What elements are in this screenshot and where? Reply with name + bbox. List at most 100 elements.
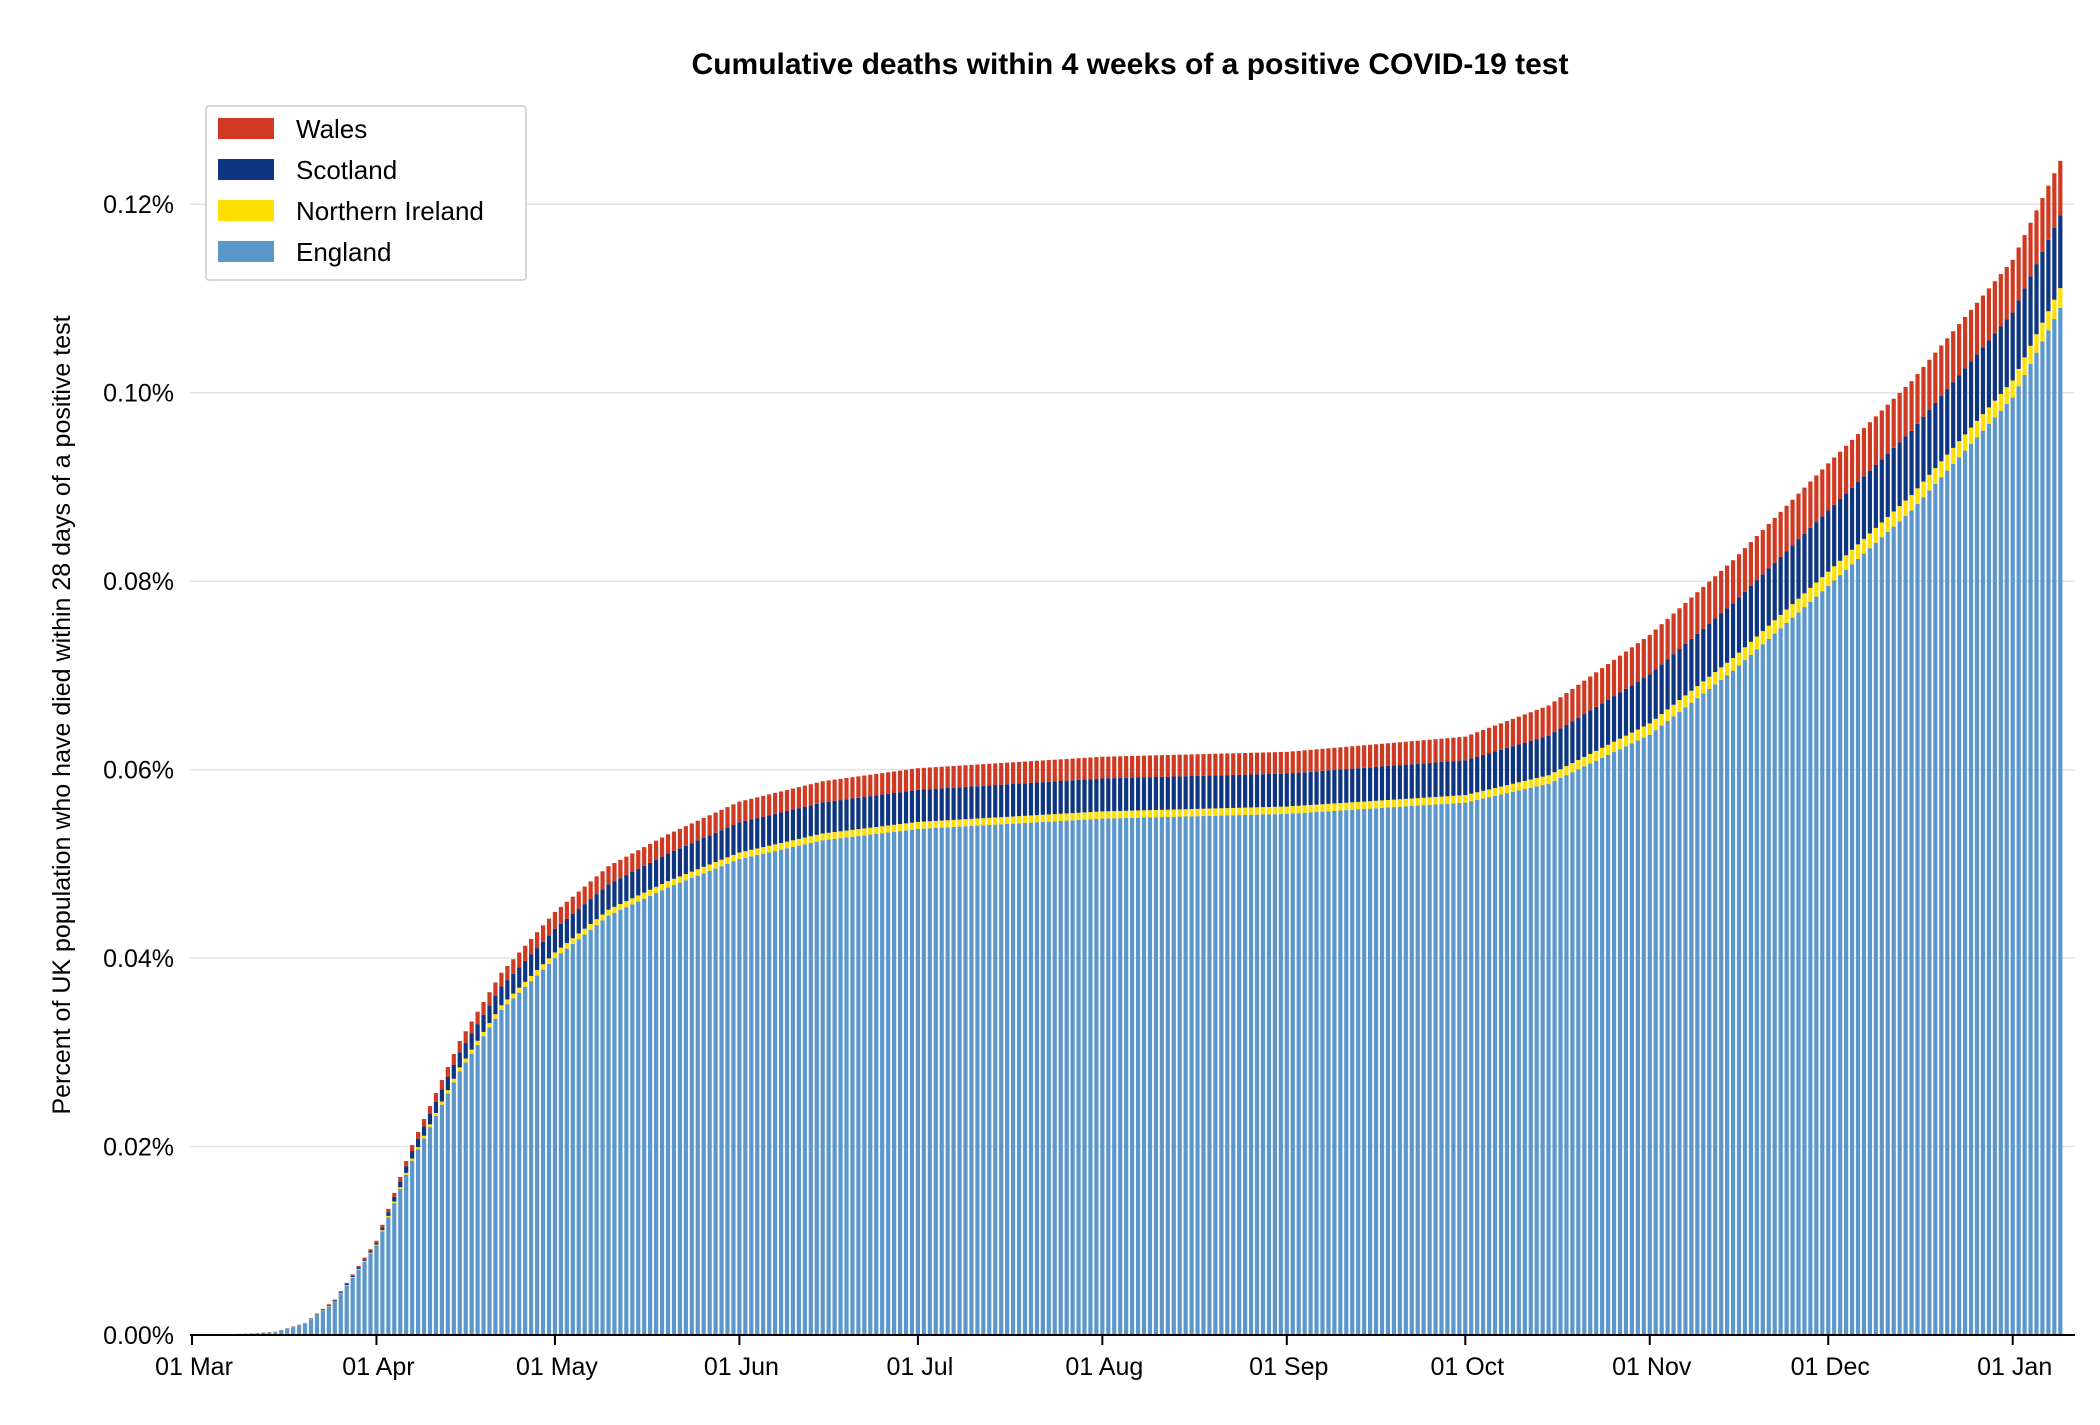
bar-northern-ireland xyxy=(1963,434,1967,450)
bar-scotland xyxy=(1404,765,1408,799)
bar-northern-ireland xyxy=(1880,522,1884,537)
bar-northern-ireland xyxy=(392,1202,396,1204)
bar-scotland xyxy=(1713,619,1717,672)
bar-scotland xyxy=(386,1212,390,1216)
bar-scotland xyxy=(2011,313,2015,381)
bar-wales xyxy=(1969,310,1973,361)
bar-scotland xyxy=(833,801,837,832)
bar-wales xyxy=(1642,639,1646,678)
bar-northern-ireland xyxy=(1707,677,1711,689)
y-tick-label: 0.02% xyxy=(103,1134,174,1162)
bar-england xyxy=(1600,758,1604,1335)
bar-scotland xyxy=(446,1077,450,1090)
bar-northern-ireland xyxy=(1850,550,1854,565)
bar-wales xyxy=(1451,738,1455,761)
bar-northern-ireland xyxy=(1422,798,1426,806)
bar-wales xyxy=(380,1225,384,1228)
y-tick-label: 0.04% xyxy=(103,945,174,973)
bar-northern-ireland xyxy=(1856,544,1860,559)
bar-scotland xyxy=(1535,739,1539,778)
bar-wales xyxy=(1904,387,1908,436)
bar-wales xyxy=(1576,685,1580,718)
bar-england xyxy=(856,836,860,1335)
y-tick-label: 0.10% xyxy=(103,380,174,408)
bar-england xyxy=(648,896,652,1335)
bar-northern-ireland xyxy=(1701,681,1705,693)
bar-northern-ireland xyxy=(821,833,825,840)
bar-northern-ireland xyxy=(708,864,712,870)
bar-england xyxy=(993,825,997,1335)
bar-scotland xyxy=(821,802,825,833)
bar-england xyxy=(868,835,872,1335)
bar-england xyxy=(1773,634,1777,1335)
legend-label: Scotland xyxy=(296,155,397,185)
bar-northern-ireland xyxy=(1106,811,1110,818)
bar-wales xyxy=(1392,743,1396,766)
bar-scotland xyxy=(1951,382,1955,448)
bar-scotland xyxy=(1207,776,1211,809)
bar-england xyxy=(2052,319,2056,1335)
bar-scotland xyxy=(1356,768,1360,802)
bar-wales xyxy=(428,1106,432,1114)
bar-scotland xyxy=(333,1301,337,1302)
bar-northern-ireland xyxy=(1404,799,1408,806)
bar-wales xyxy=(1172,755,1176,777)
bar-northern-ireland xyxy=(446,1090,450,1093)
bar-england xyxy=(1547,784,1551,1335)
bar-wales xyxy=(1320,749,1324,771)
legend-label: Wales xyxy=(296,114,367,144)
bar-northern-ireland xyxy=(1570,763,1574,772)
bar-northern-ireland xyxy=(1273,807,1277,814)
bar-wales xyxy=(1850,440,1854,488)
bar-england xyxy=(434,1116,438,1335)
bar-scotland xyxy=(1314,771,1318,804)
bar-scotland xyxy=(1582,714,1586,757)
bar-england xyxy=(630,904,634,1335)
bar-northern-ireland xyxy=(1451,796,1455,804)
bar-wales xyxy=(1255,753,1259,775)
bar-wales xyxy=(1326,748,1330,770)
bar-england xyxy=(571,944,575,1335)
bar-scotland xyxy=(1094,779,1098,812)
bar-northern-ireland xyxy=(1011,816,1015,823)
bar-scotland xyxy=(1439,762,1443,797)
bar-wales xyxy=(767,794,771,815)
bar-scotland xyxy=(1707,624,1711,677)
bar-northern-ireland xyxy=(1386,800,1390,807)
bar-scotland xyxy=(2028,276,2032,346)
bar-scotland xyxy=(1088,779,1092,812)
bar-wales xyxy=(1445,738,1449,761)
bar-northern-ireland xyxy=(827,833,831,840)
bar-england xyxy=(1957,457,1961,1335)
bar-northern-ireland xyxy=(547,958,551,964)
bar-wales xyxy=(1100,757,1104,779)
bar-scotland xyxy=(1178,776,1182,809)
bar-northern-ireland xyxy=(1190,809,1194,816)
bar-wales xyxy=(1071,759,1075,781)
bar-northern-ireland xyxy=(952,820,956,827)
bar-england xyxy=(1838,575,1842,1335)
bar-northern-ireland xyxy=(838,831,842,838)
bar-england xyxy=(2028,364,2032,1335)
bar-northern-ireland xyxy=(904,823,908,830)
bar-scotland xyxy=(1457,761,1461,796)
bar-northern-ireland xyxy=(1796,599,1800,613)
bar-england xyxy=(1249,815,1253,1335)
bar-england xyxy=(821,840,825,1335)
bar-scotland xyxy=(725,828,729,858)
x-tick-label: 01 Jul xyxy=(887,1353,954,1381)
bar-scotland xyxy=(1570,721,1574,763)
bar-england xyxy=(1433,804,1437,1335)
bar-england xyxy=(1142,818,1146,1335)
bar-scotland xyxy=(1993,333,1997,400)
bar-scotland xyxy=(1630,685,1634,732)
bar-wales xyxy=(1505,721,1509,748)
bar-england xyxy=(1071,820,1075,1335)
bar-scotland xyxy=(987,785,991,817)
bar-scotland xyxy=(957,787,961,819)
bar-wales xyxy=(1481,730,1485,755)
bar-england xyxy=(1279,814,1283,1335)
bar-scotland xyxy=(595,894,599,919)
bar-scotland xyxy=(648,863,652,890)
bar-wales xyxy=(779,791,783,812)
